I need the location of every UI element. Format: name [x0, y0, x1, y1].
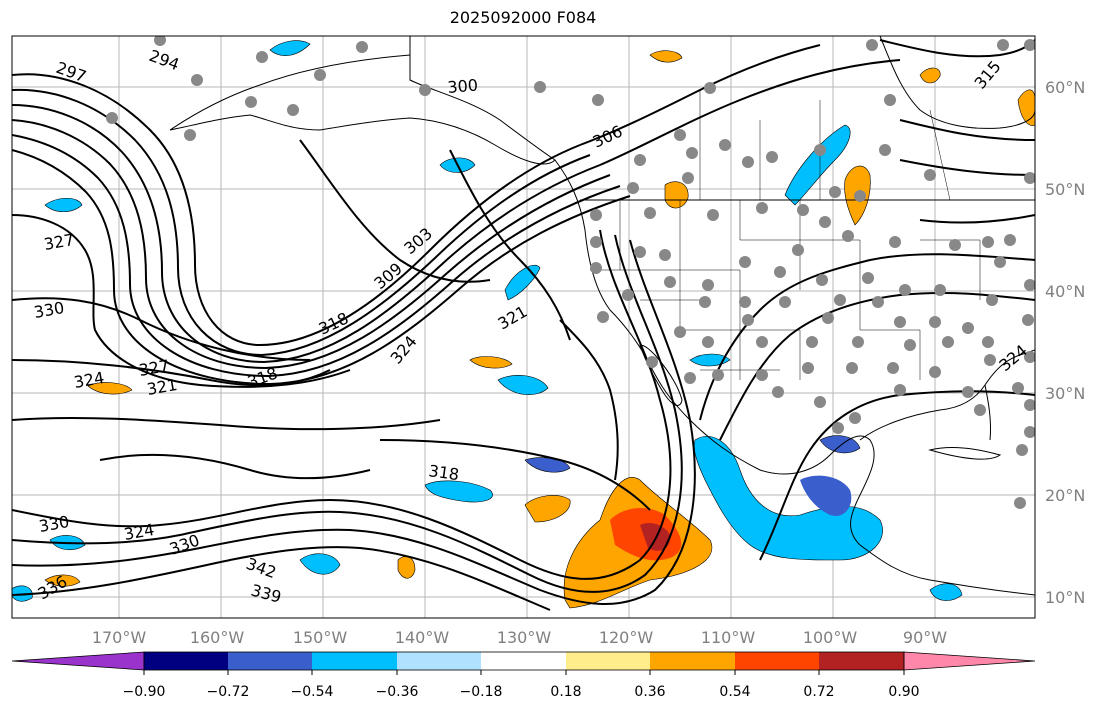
station-markers — [106, 36, 1035, 509]
map-frame — [11, 35, 1036, 619]
colorbar-swatch — [903, 651, 1036, 671]
negative-shading — [269, 40, 311, 56]
lon-label: 130°W — [497, 628, 552, 647]
coastlines — [169, 36, 1035, 596]
colorbar-label: 0.72 — [803, 684, 834, 700]
colorbar-swatch — [312, 652, 397, 670]
lon-label: 100°W — [803, 628, 858, 647]
lon-label: 150°W — [293, 628, 348, 647]
negative-shading — [504, 264, 541, 301]
negative-shading — [800, 475, 852, 516]
colorbar-label: 0.90 — [888, 684, 919, 700]
lon-label: 140°W — [395, 628, 450, 647]
positive-shading — [649, 50, 683, 63]
colorbar-label: −0.90 — [123, 684, 166, 700]
negative-shading — [44, 197, 83, 213]
colorbar-swatch — [144, 652, 228, 670]
colorbar: −0.90 −0.72 −0.54 −0.36 −0.18 0.18 0.36 … — [11, 651, 1036, 700]
lat-label: 50°N — [1045, 180, 1085, 199]
negative-shading — [693, 435, 883, 561]
positive-shading — [919, 67, 941, 84]
negative-shading — [929, 583, 963, 601]
positive-shading — [1017, 89, 1035, 126]
colorbar-swatch — [566, 652, 650, 670]
colorbar-label: 0.36 — [634, 684, 665, 700]
positive-shading — [469, 356, 513, 369]
negative-shading — [424, 480, 493, 503]
negative-shading — [689, 353, 731, 367]
colorbar-swatch — [397, 652, 481, 670]
latitude-labels: 60°N 50°N 40°N 30°N 20°N 10°N — [1045, 78, 1085, 607]
negative-shading — [784, 124, 851, 206]
negative-shading — [524, 457, 571, 473]
negative-shading — [819, 435, 861, 454]
colorbar-label: −0.54 — [291, 684, 334, 700]
longitude-labels: 170°W 160°W 150°W 140°W 130°W 120°W 110°… — [92, 628, 947, 647]
colorbar-swatch — [650, 652, 735, 670]
colorbar-swatch — [735, 652, 819, 670]
lat-label: 60°N — [1045, 78, 1085, 97]
colorbar-swatch — [481, 652, 566, 670]
lat-label: 20°N — [1045, 486, 1085, 505]
lon-label: 160°W — [190, 628, 245, 647]
colorbar-label: −0.36 — [376, 684, 419, 700]
contour-lines — [12, 39, 1035, 611]
positive-shading — [44, 574, 81, 587]
colorbar-swatch — [819, 652, 904, 670]
lon-label: 120°W — [599, 628, 654, 647]
positive-shading — [640, 523, 671, 551]
shading-patches — [12, 40, 1035, 609]
lat-label: 40°N — [1045, 282, 1085, 301]
lat-label: 30°N — [1045, 384, 1085, 403]
colorbar-swatch — [228, 652, 312, 670]
positive-shading — [524, 495, 571, 523]
map-title: 2025092000 F084 — [449, 8, 597, 27]
colorbar-label: −0.18 — [460, 684, 503, 700]
positive-shading — [664, 181, 689, 209]
negative-shading — [497, 375, 549, 395]
lon-label: 170°W — [92, 628, 147, 647]
colorbar-label: −0.72 — [207, 684, 250, 700]
positive-shading — [87, 382, 133, 395]
lon-label: 110°W — [701, 628, 756, 647]
positive-shading — [397, 556, 416, 579]
contour-label: 318 — [427, 461, 460, 484]
colorbar-swatch — [11, 651, 145, 671]
lon-label: 90°W — [903, 628, 947, 647]
contour-label: 300 — [447, 75, 479, 97]
lat-label: 10°N — [1045, 588, 1085, 607]
colorbar-label: 0.54 — [719, 684, 750, 700]
colorbar-label: 0.18 — [550, 684, 581, 700]
negative-shading — [299, 553, 341, 575]
